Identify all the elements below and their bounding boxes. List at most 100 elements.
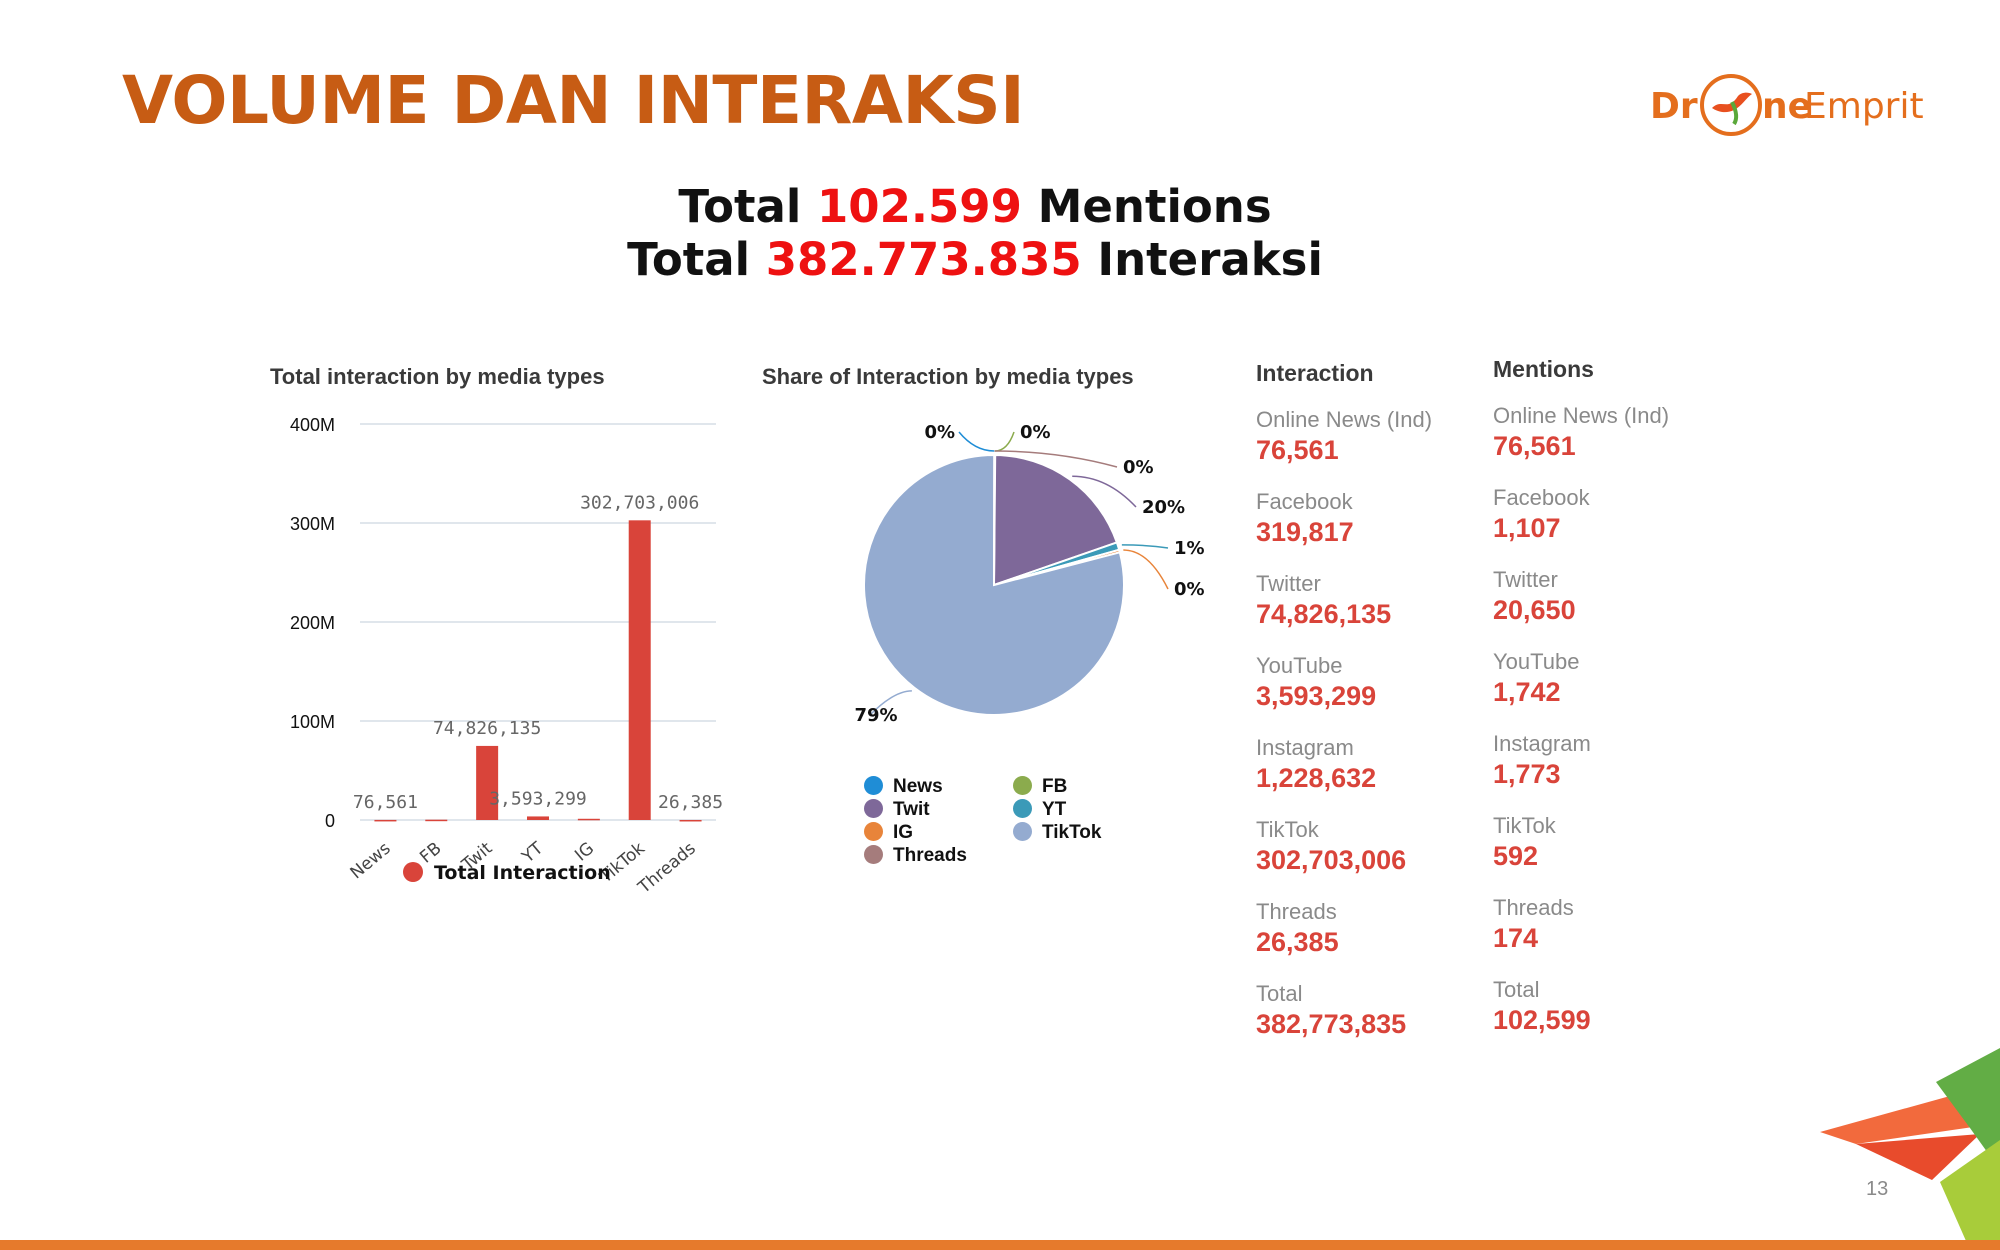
row-label: Threads <box>1256 899 1337 924</box>
row-value: 3,593,299 <box>1256 681 1377 711</box>
y-tick-label: 300M <box>290 514 335 534</box>
legend-item-threads: Threads <box>864 845 967 867</box>
row-value: 102,599 <box>1493 1005 1591 1035</box>
legend-dot <box>1013 799 1032 818</box>
pie-leader-line <box>1123 549 1169 590</box>
legend-item-ig: IG <box>864 822 913 844</box>
bar-news <box>374 819 397 822</box>
y-tick-label: 200M <box>290 613 335 633</box>
table-row: Facebook 319,817 <box>1256 489 1486 571</box>
pie-leader-line <box>994 431 1015 452</box>
bar-data-label: 26,385 <box>658 792 723 813</box>
row-value: 1,773 <box>1493 759 1561 789</box>
row-label: Facebook <box>1493 485 1590 510</box>
pie-leader-line <box>1072 475 1137 508</box>
bar-yt <box>527 816 549 820</box>
row-label: Online News (Ind) <box>1256 407 1433 432</box>
y-tick-label: 400M <box>290 415 335 435</box>
bar-data-label: 74,826,135 <box>433 718 541 739</box>
row-value: 1,228,632 <box>1256 763 1377 793</box>
totals-summary: Total 102.599 Mentions Total 382.773.835… <box>0 180 1950 286</box>
mentions-table: Mentions Online News (Ind) 76,561 Facebook… <box>1493 356 1723 1059</box>
table-row: YouTube 1,742 <box>1493 649 1723 731</box>
row-label: Threads <box>1493 895 1574 920</box>
page-number: 13 <box>1866 1178 1889 1200</box>
legend-dot <box>864 799 883 818</box>
logo-text-dr: Dr <box>1650 86 1698 127</box>
row-label: TikTok <box>1256 817 1319 842</box>
legend-dot <box>864 776 883 795</box>
legend-dot <box>864 822 883 841</box>
total-mentions-line: Total 102.599 Mentions <box>678 180 1272 233</box>
corner-decoration <box>1820 1048 2000 1250</box>
bar-tiktok <box>628 520 651 820</box>
legend-item-yt: YT <box>1013 799 1066 821</box>
pie-leader-line <box>1121 544 1169 549</box>
y-tick-label: 0 <box>325 811 335 831</box>
legend-dot <box>1013 822 1032 841</box>
row-label: YouTube <box>1256 653 1343 678</box>
row-value: 20,650 <box>1493 595 1576 625</box>
total-interaction-value: 382.773.835 <box>765 233 1082 286</box>
legend-dot <box>864 845 883 864</box>
drone-emprit-logo: Dr ne Emprit <box>1646 68 1924 144</box>
x-tick-label: News <box>347 838 395 883</box>
total-mentions-value: 102.599 <box>816 180 1022 233</box>
logo-bird-icon <box>1700 74 1762 136</box>
y-tick-label: 100M <box>290 712 335 732</box>
table-row: Twitter 74,826,135 <box>1256 571 1486 653</box>
pie-slice-label: 0% <box>924 422 955 443</box>
legend-item-twit: Twit <box>864 799 930 821</box>
row-value: 76,561 <box>1493 431 1576 461</box>
legend-item-tiktok: TikTok <box>1013 822 1101 844</box>
interaction-heading: Interaction <box>1256 360 1374 386</box>
table-row: TikTok 592 <box>1493 813 1723 895</box>
pie-slice-label: 1% <box>1174 538 1205 559</box>
row-value: 74,826,135 <box>1256 599 1392 629</box>
pie-leader-line <box>994 450 1118 468</box>
row-label: Instagram <box>1256 735 1354 760</box>
table-row: Instagram 1,773 <box>1493 731 1723 813</box>
pie-chart-title: Share of Interaction by media types <box>762 364 1134 389</box>
pie-slice-label: 0% <box>1174 579 1205 600</box>
row-label: YouTube <box>1493 649 1580 674</box>
bottom-accent-bar <box>0 1240 2000 1250</box>
bar-chart-title: Total interaction by media types <box>270 364 605 389</box>
row-label: Total <box>1256 981 1303 1006</box>
row-label: Twitter <box>1256 571 1321 596</box>
pie-leader-line <box>869 690 912 716</box>
row-label: Total <box>1493 977 1540 1002</box>
row-label: Twitter <box>1493 567 1558 592</box>
row-value: 1,107 <box>1493 513 1561 543</box>
table-row: Total 102,599 <box>1493 977 1723 1059</box>
row-label: Instagram <box>1493 731 1591 756</box>
row-label: Facebook <box>1256 489 1353 514</box>
table-row: YouTube 3,593,299 <box>1256 653 1486 735</box>
table-row: Online News (Ind) 76,561 <box>1256 407 1486 489</box>
pie-slice-label: 79% <box>854 705 897 726</box>
pie-slice-threads <box>993 453 996 586</box>
pie-slice-label: 0% <box>1123 457 1154 478</box>
row-value: 76,561 <box>1256 435 1339 465</box>
table-row: Twitter 20,650 <box>1493 567 1723 649</box>
row-value: 26,385 <box>1256 927 1339 957</box>
legend-dot <box>403 862 423 882</box>
row-label: Online News (Ind) <box>1493 403 1670 428</box>
bar-data-label: 3,593,299 <box>489 788 587 809</box>
pie-slice-label: 0% <box>1020 422 1051 443</box>
slide-title: VOLUME DAN INTERAKSI <box>122 62 1025 139</box>
row-value: 1,742 <box>1493 677 1561 707</box>
logo-text-ne: ne <box>1762 86 1813 127</box>
table-row: Threads 174 <box>1493 895 1723 977</box>
legend-item-fb: FB <box>1013 776 1067 798</box>
pie-chart: 0% 0% 20% 1% 0% 79% 0% <box>854 422 1205 726</box>
row-value: 174 <box>1493 923 1539 953</box>
table-row: TikTok 302,703,006 <box>1256 817 1486 899</box>
legend-item-news: News <box>864 776 943 798</box>
bar-fb <box>425 819 448 822</box>
table-row: Instagram 1,228,632 <box>1256 735 1486 817</box>
total-interaction-line: Total 382.773.835 Interaksi <box>627 233 1323 286</box>
row-value: 302,703,006 <box>1256 845 1407 875</box>
bar-threads <box>679 819 702 822</box>
